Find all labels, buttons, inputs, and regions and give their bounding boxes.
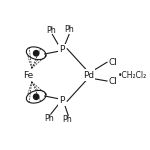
Text: P: P <box>59 96 65 105</box>
Text: Ph: Ph <box>62 116 72 124</box>
Text: Fe: Fe <box>23 70 33 80</box>
Text: Cl: Cl <box>108 58 117 67</box>
Text: Ph: Ph <box>64 26 74 34</box>
Polygon shape <box>33 94 39 99</box>
Text: Ph: Ph <box>45 114 54 123</box>
Text: •CH₂Cl₂: •CH₂Cl₂ <box>117 70 147 80</box>
Text: Ph: Ph <box>46 26 56 35</box>
Polygon shape <box>33 51 39 56</box>
Text: Cl: Cl <box>108 77 117 86</box>
Text: Pd: Pd <box>83 70 94 80</box>
Text: P: P <box>59 45 65 54</box>
